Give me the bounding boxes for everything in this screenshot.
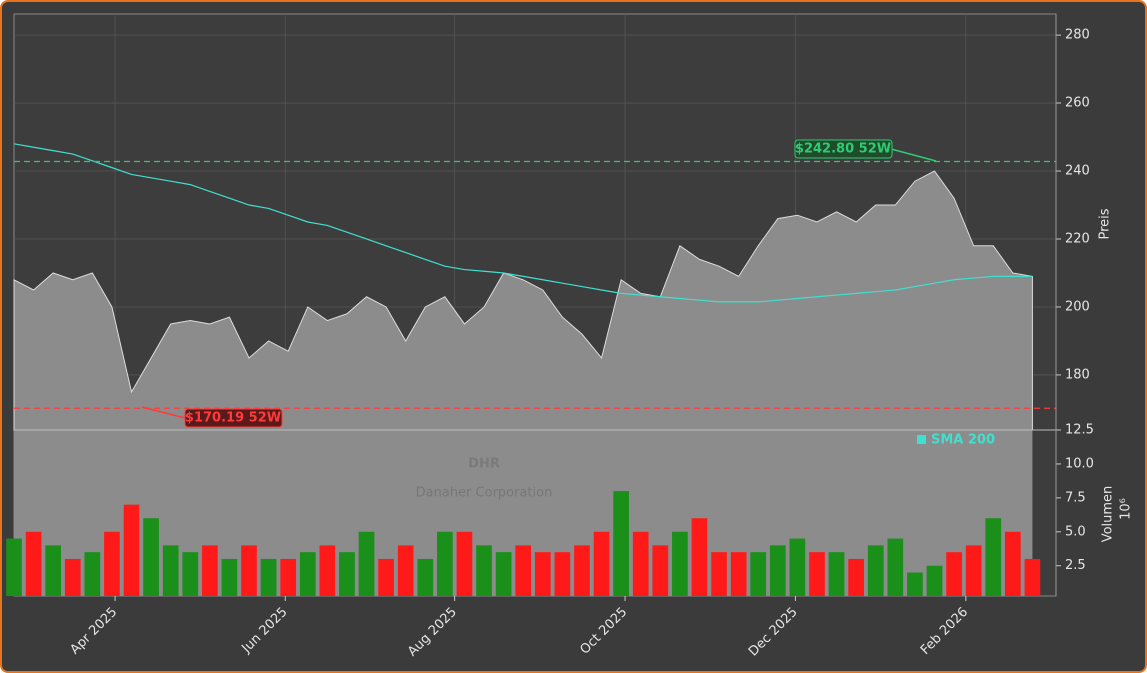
volume-bar xyxy=(182,552,199,596)
volume-bar xyxy=(985,518,1002,596)
volume-bar xyxy=(828,552,845,596)
volume-bar xyxy=(339,552,355,596)
volume-bar xyxy=(1004,531,1021,596)
volume-bar xyxy=(554,552,571,596)
volume-bar xyxy=(241,545,257,596)
volume-bar xyxy=(769,545,786,596)
y-tick-label: 12.5 xyxy=(1065,423,1094,438)
watermark-subtitle: Danaher Corporation xyxy=(416,486,553,501)
annotation-label: $242.80 52W xyxy=(795,142,891,157)
y-tick-label: 180 xyxy=(1065,367,1090,382)
volume-bar xyxy=(456,531,473,596)
volume-bar xyxy=(574,545,590,596)
volume-bar xyxy=(613,491,629,596)
volume-bar xyxy=(1024,558,1041,596)
volume-bar xyxy=(926,565,943,596)
y-tick-label: 7.5 xyxy=(1065,490,1086,505)
y-tick-label: 10.0 xyxy=(1065,456,1094,471)
volume-bar xyxy=(495,552,512,596)
price-area xyxy=(13,170,1033,431)
volume-bar xyxy=(260,558,277,596)
volume-bar xyxy=(691,518,708,596)
volume-bar xyxy=(202,545,218,596)
volume-bar xyxy=(397,545,414,596)
volume-bar xyxy=(652,545,669,596)
volume-bar xyxy=(221,558,238,596)
volume-bar xyxy=(730,552,747,596)
volume-bar xyxy=(143,518,159,596)
volume-bar xyxy=(672,531,688,596)
volume-bar xyxy=(534,552,551,596)
y-tick-label: 200 xyxy=(1065,299,1090,314)
y-axis-label: Volumen xyxy=(1101,486,1116,543)
volume-bar xyxy=(358,531,375,596)
volume-bar xyxy=(378,558,394,596)
x-tick-label: Oct 2025 xyxy=(578,605,631,658)
volume-bar xyxy=(417,558,434,596)
volume-bar xyxy=(25,531,42,596)
volume-bar xyxy=(848,558,864,596)
y-tick-label: 280 xyxy=(1065,28,1090,43)
volume-bar xyxy=(299,552,316,596)
y-tick-label: 260 xyxy=(1065,96,1090,111)
x-tick-label: Feb 2026 xyxy=(918,605,971,658)
volume-bar xyxy=(104,531,120,596)
volume-bar xyxy=(887,538,904,596)
volume-bar xyxy=(64,558,81,596)
volume-bar xyxy=(437,531,453,596)
annotation-box xyxy=(794,139,893,159)
volume-bar xyxy=(907,572,923,596)
volume-bar xyxy=(515,545,532,596)
annotation-arrow xyxy=(890,148,937,162)
volume-bar xyxy=(84,552,101,596)
volume-bar xyxy=(867,545,884,596)
volume-bar xyxy=(809,552,825,596)
legend-label: SMA 200 xyxy=(931,433,995,448)
x-tick-label: Jun 2025 xyxy=(239,605,291,657)
y-tick-label: 220 xyxy=(1065,231,1090,246)
legend-swatch xyxy=(917,435,926,444)
y-tick-label: 240 xyxy=(1065,164,1090,179)
volume-bar xyxy=(789,538,806,596)
volume-bar xyxy=(711,552,727,596)
y-tick-label: 2.5 xyxy=(1065,558,1086,573)
y-axis-unit: 10⁶ xyxy=(1119,498,1134,520)
volume-bar xyxy=(162,545,179,596)
volume-bar xyxy=(632,531,649,596)
sma-line xyxy=(13,143,1033,303)
volume-bar xyxy=(750,552,767,596)
x-tick-label: Apr 2025 xyxy=(68,605,121,658)
x-tick-label: Dec 2025 xyxy=(746,605,801,660)
volume-bar xyxy=(476,545,492,596)
y-tick-label: 5.0 xyxy=(1065,524,1086,539)
y-axis-label: Preis xyxy=(1098,208,1113,239)
volume-bar xyxy=(946,552,962,596)
x-tick-label: Aug 2025 xyxy=(405,605,460,660)
annotation-label: $170.19 52W xyxy=(185,411,281,426)
volume-bar xyxy=(319,545,336,596)
annotation-arrow xyxy=(141,406,186,419)
volume-bar xyxy=(280,558,297,596)
volume-bar xyxy=(123,504,140,596)
volume-bar xyxy=(6,538,22,596)
volume-bar xyxy=(45,545,62,596)
volume-bar xyxy=(593,531,610,596)
annotation-box xyxy=(184,408,283,428)
volume-bar xyxy=(965,545,982,596)
watermark-title: DHR xyxy=(468,457,500,472)
